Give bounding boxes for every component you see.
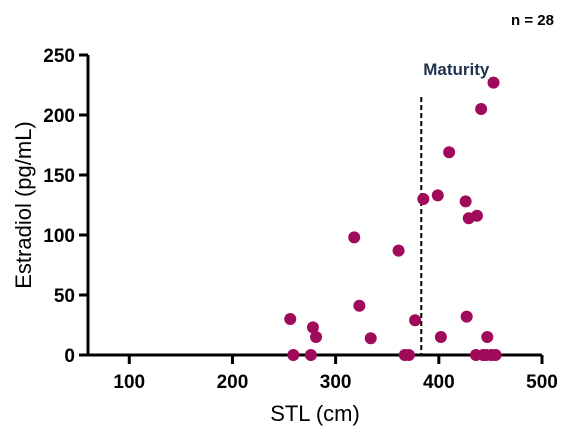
data-point <box>304 349 317 361</box>
data-point <box>310 331 323 343</box>
x-tick-label: 100 <box>113 372 145 393</box>
data-point <box>392 244 405 257</box>
x-axis-title: STL (cm) <box>270 401 360 426</box>
x-tick-label: 200 <box>217 372 249 393</box>
axis-ticks: 0 50 100 150 200 250 100 200 300 400 500 <box>43 46 558 393</box>
data-point <box>470 209 483 222</box>
y-tick-label: 200 <box>43 106 75 127</box>
data-point <box>306 321 319 334</box>
data-point <box>348 231 361 244</box>
data-point <box>287 349 300 361</box>
axes <box>86 55 542 357</box>
data-point <box>459 195 472 208</box>
y-tick-label: 250 <box>43 46 75 67</box>
data-point <box>402 349 415 361</box>
y-axis-title: Estradiol (pg/mL) <box>11 121 36 289</box>
data-point <box>353 299 366 312</box>
data-point <box>443 146 456 159</box>
x-tick-label: 300 <box>320 372 352 393</box>
data-point <box>417 193 430 205</box>
sample-size-annotation: n = 28 <box>511 12 554 29</box>
data-point <box>434 331 447 343</box>
data-point <box>409 314 422 327</box>
data-point <box>489 349 502 361</box>
data-point <box>284 313 297 325</box>
data-point <box>487 76 500 89</box>
x-tick-label: 500 <box>526 372 558 393</box>
maturity-reference: Maturity <box>420 60 490 355</box>
data-point <box>364 332 377 345</box>
data-points <box>284 76 502 361</box>
y-tick-label: 100 <box>43 226 75 247</box>
x-tick-label: 400 <box>423 372 455 393</box>
data-point <box>475 103 488 115</box>
data-point <box>460 310 473 323</box>
data-point <box>431 189 444 202</box>
y-tick-label: 50 <box>54 286 75 307</box>
y-tick-label: 0 <box>64 346 75 367</box>
y-tick-label: 150 <box>43 166 75 187</box>
data-point <box>481 331 494 343</box>
maturity-label: Maturity <box>423 60 490 79</box>
